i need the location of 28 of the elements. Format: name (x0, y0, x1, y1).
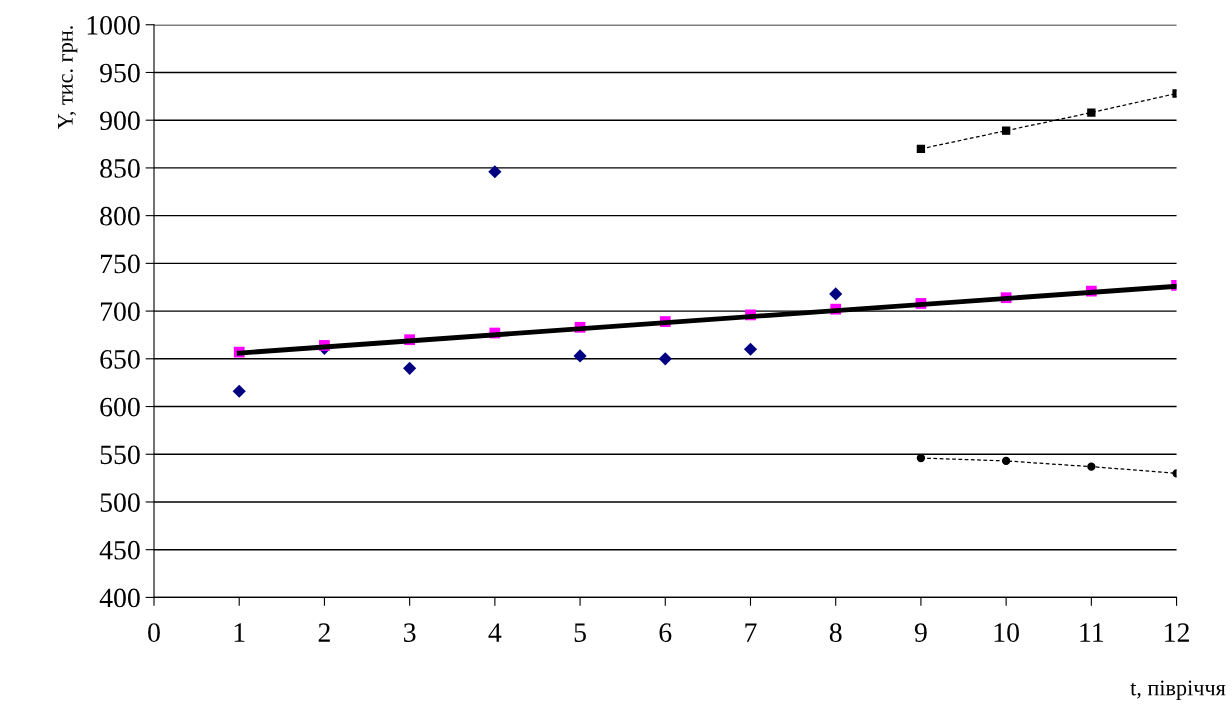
x-tick-label: 0 (148, 623, 160, 642)
x-tick-label: 12 (1165, 623, 1189, 642)
y-tick-label: 1000 (87, 15, 140, 35)
y-axis-title: Y, тис. грн. (58, 26, 78, 130)
x-tick-label: 4 (488, 623, 502, 642)
x-tick-label: 9 (914, 623, 927, 642)
y-tick-label: 500 (100, 493, 140, 512)
y-tick-label: 400 (99, 588, 140, 608)
x-tick-label: 11 (1080, 623, 1104, 642)
x-tick-label: 8 (829, 623, 842, 642)
x-tick-label: 10 (994, 623, 1019, 642)
x-tick-label: 6 (659, 623, 672, 642)
y-tick-label: 750 (100, 254, 140, 274)
y-tick-label: 550 (100, 445, 140, 465)
y-tick-label: 650 (100, 349, 140, 369)
x-tick-label: 3 (404, 623, 416, 642)
x-axis-title: t, півріччя (1130, 680, 1226, 700)
y-tick-label: 950 (100, 63, 140, 83)
y-tick-label: 850 (100, 159, 140, 178)
y-tick-label: 600 (100, 397, 140, 417)
y-tick-label: 900 (100, 111, 140, 131)
y-tick-label: 450 (99, 540, 140, 560)
x-tick-label: 2 (318, 623, 330, 642)
y-tick-label: 800 (100, 206, 140, 226)
y-tick-label: 700 (100, 302, 140, 321)
x-tick-label: 5 (574, 623, 586, 642)
x-tick-label: 1 (234, 623, 245, 642)
x-tick-label: 7 (745, 623, 757, 642)
